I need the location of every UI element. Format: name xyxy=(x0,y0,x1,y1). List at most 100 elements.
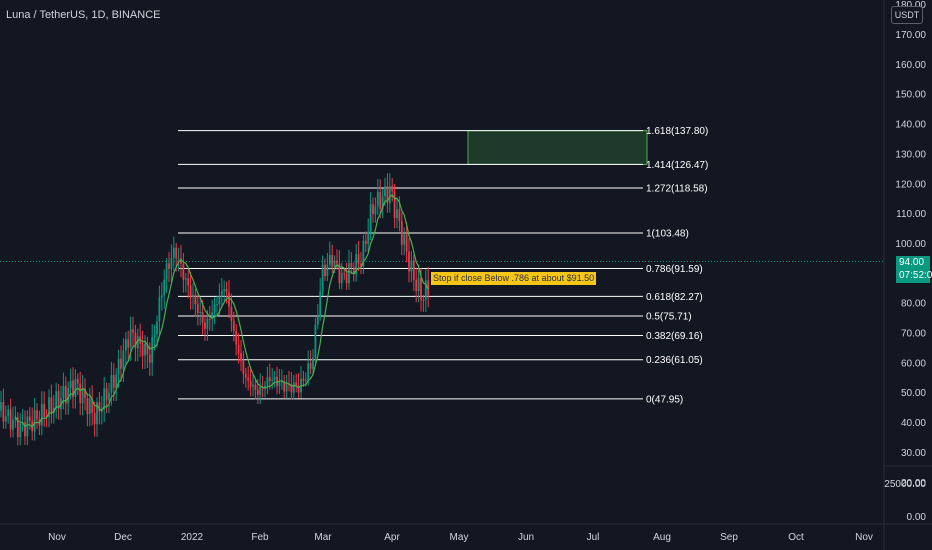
candle-body xyxy=(348,263,350,284)
candle-body xyxy=(129,329,132,348)
candle-body xyxy=(48,397,50,417)
candle-body xyxy=(266,377,269,386)
candle-body xyxy=(199,312,202,314)
symbol-title[interactable]: Luna / TetherUS, 1D, BINANCE xyxy=(6,9,161,21)
candle-body xyxy=(62,385,65,399)
candle-body xyxy=(264,385,266,389)
candle-body xyxy=(424,280,427,301)
fib-level-label: 1.618(137.80) xyxy=(646,126,708,137)
time-axis-label: May xyxy=(450,532,469,543)
candle-body xyxy=(64,385,67,404)
candle-body xyxy=(247,377,250,381)
candle-body xyxy=(79,383,82,404)
candle-body xyxy=(333,260,336,268)
candle-body xyxy=(393,191,396,219)
fib-level-label: 1.414(126.47) xyxy=(646,160,708,171)
candle-body xyxy=(112,375,115,388)
candle-body xyxy=(108,392,110,401)
candle-body xyxy=(124,339,127,351)
time-axis-label: Jun xyxy=(518,532,534,543)
candle-body xyxy=(19,423,22,438)
candle-body xyxy=(367,231,370,245)
candle-body xyxy=(307,363,310,381)
candle-body xyxy=(256,389,259,395)
candle-body xyxy=(93,412,96,425)
candle-body xyxy=(115,374,118,388)
candle-body xyxy=(295,382,298,386)
candle-body xyxy=(132,329,134,333)
candle-body xyxy=(240,353,242,361)
candle-body xyxy=(259,386,262,395)
candle-body xyxy=(228,292,230,307)
candle-body xyxy=(343,273,346,275)
candle-body xyxy=(122,350,125,369)
candle-body xyxy=(201,312,204,323)
candle-body xyxy=(319,291,322,317)
candle-body xyxy=(376,191,379,207)
time-axis-label: 2022 xyxy=(181,532,204,543)
candle-body xyxy=(67,388,70,404)
candle-body xyxy=(273,376,276,380)
candle-body xyxy=(69,380,72,389)
candle-body xyxy=(208,318,211,320)
candle-body xyxy=(55,391,58,408)
candle-body xyxy=(146,343,149,355)
candle-body xyxy=(98,402,101,412)
candle-body xyxy=(40,404,43,426)
candle-body xyxy=(352,267,355,275)
candle-body xyxy=(141,343,144,356)
candle-body xyxy=(285,383,288,392)
price-axis-label: 60.00 xyxy=(901,358,926,369)
fib-level-label: 0.236(61.05) xyxy=(646,355,703,366)
candle-body xyxy=(127,339,130,348)
candle-body xyxy=(177,258,180,260)
candle-body xyxy=(384,186,386,197)
candle-body xyxy=(388,186,391,204)
time-axis-label: Mar xyxy=(314,532,332,543)
price-axis-label: 120.00 xyxy=(895,179,926,190)
candle-body xyxy=(396,209,398,219)
candle-body xyxy=(134,332,137,349)
candle-body xyxy=(16,417,19,438)
candle-body xyxy=(357,254,360,264)
candle-body xyxy=(216,304,218,306)
candle-body xyxy=(422,299,425,301)
candle-body xyxy=(297,385,300,393)
candle-body xyxy=(220,290,223,297)
time-axis-label: Jul xyxy=(587,532,600,543)
candle-body xyxy=(24,422,26,437)
fib-level-label: 0(47.95) xyxy=(646,394,683,405)
price-axis-label: 50.00 xyxy=(901,388,926,399)
candle-body xyxy=(105,388,108,401)
time-axis-label: Nov xyxy=(855,532,873,543)
candle-body xyxy=(192,294,194,297)
candle-body xyxy=(364,240,367,245)
currency-badge[interactable]: USDT xyxy=(891,6,923,24)
candle-body xyxy=(374,206,377,215)
volume-axis-label: 25000.00 xyxy=(884,479,926,490)
fib-level-label: 1.272(118.58) xyxy=(646,183,708,194)
candle-body xyxy=(304,380,307,382)
candle-body xyxy=(309,363,312,369)
candle-body xyxy=(194,294,197,305)
candle-body xyxy=(204,322,206,329)
candle-body xyxy=(151,337,154,363)
candle-body xyxy=(187,278,190,286)
candle-body xyxy=(350,263,353,268)
candle-body xyxy=(362,240,365,267)
candle-body xyxy=(225,288,228,293)
candle-body xyxy=(280,381,283,383)
candle-body xyxy=(369,204,372,232)
candle-body xyxy=(403,234,406,245)
candle-body xyxy=(230,306,233,321)
fib-level-label: 1(103.48) xyxy=(646,229,689,240)
stop-annotation[interactable]: Stop if close Below .786 at about $91.50 xyxy=(431,272,597,285)
time-axis-label: Aug xyxy=(653,532,671,543)
fib-level-label: 0.786(91.59) xyxy=(646,264,703,275)
candle-body xyxy=(360,263,362,267)
price-axis-label: 40.00 xyxy=(901,418,926,429)
candle-body xyxy=(163,279,166,296)
candle-body xyxy=(398,209,401,222)
